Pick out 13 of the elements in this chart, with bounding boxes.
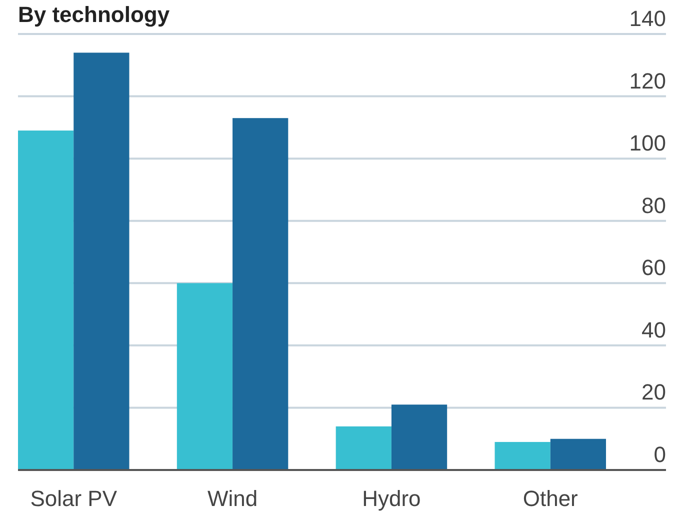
y-tick-label: 40: [642, 317, 666, 342]
x-tick-label: Other: [522, 486, 578, 511]
chart-title: By technology: [18, 2, 170, 27]
y-tick-label: 0: [654, 442, 666, 467]
y-tick-label: 120: [629, 68, 666, 94]
x-tick-label: Wind: [207, 486, 258, 511]
y-tick-label: 100: [629, 130, 666, 156]
y-tick-label: 60: [642, 255, 666, 280]
y-tick-label: 20: [642, 380, 666, 405]
y-tick-label: 140: [629, 6, 666, 31]
y-tick-label: 80: [642, 192, 666, 218]
x-tick-label: Solar PV: [30, 486, 118, 511]
x-tick-label: Hydro: [362, 486, 421, 511]
